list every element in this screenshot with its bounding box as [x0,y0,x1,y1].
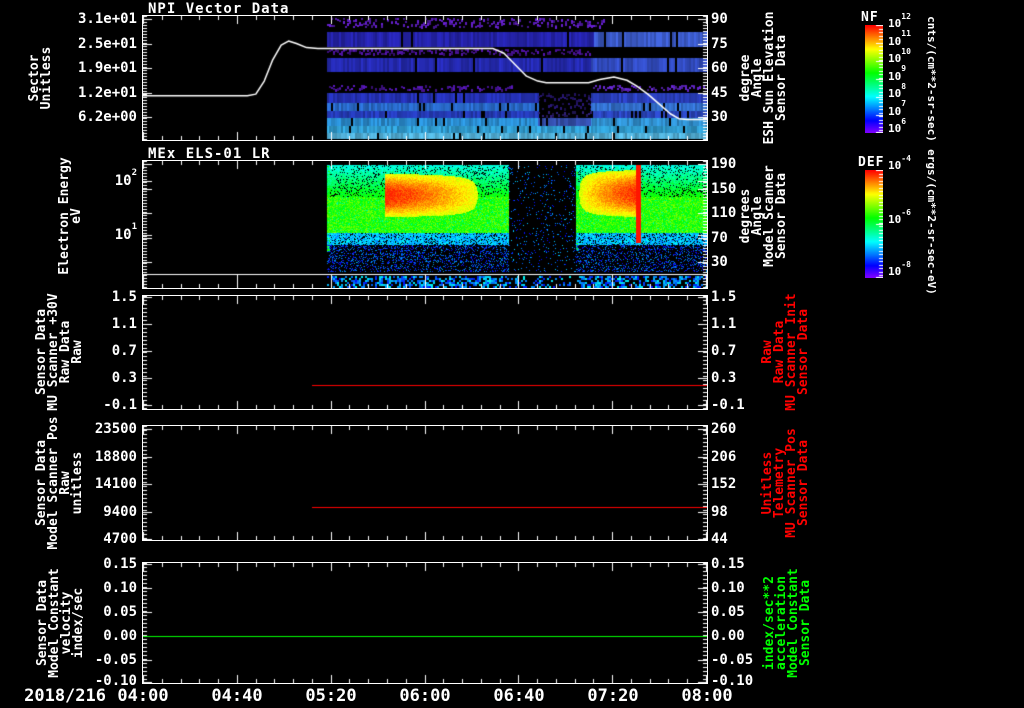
tick-label: 10-6 [888,207,911,226]
tick-label: 150 [711,181,737,197]
tick-label: 30 [711,109,728,125]
tick-label: 44 [711,531,728,547]
mu-scanner-init-canvas [143,296,707,409]
tick-label: 1010 [888,46,911,65]
tick-label: 101 [114,222,137,243]
tick-label: 06:40 [493,686,545,706]
tick-label: 30 [711,254,728,270]
tick-label: 0.15 [711,556,745,572]
tick-label: 106 [888,116,907,135]
tick-label: 3.1e+01 [77,11,137,27]
tick-label: 05:20 [305,686,357,706]
tick-label: 0.00 [103,628,137,644]
nf-colorbar-canvas [865,25,883,133]
tick-label: 98 [711,503,728,520]
tick-label: 1.9e+01 [77,60,137,76]
els-spectrogram-canvas [143,161,707,288]
tick-label: -0.05 [94,652,137,668]
tick-label: 152 [711,476,737,492]
model-constant-canvas [143,563,707,683]
tick-label: 60 [711,60,728,76]
tick-label: 1011 [888,29,911,48]
tick-label: 75 [711,35,728,52]
tick-label: 08:00 [681,686,733,706]
def-colorbar-canvas [865,170,883,278]
tick-label: 1.5 [111,289,137,305]
tick-label: 07:20 [587,686,639,706]
tick-label: 260 [711,421,737,437]
tick-label: 109 [888,64,907,83]
tick-label: 0.7 [711,343,737,359]
tick-label: 1.5 [711,289,737,305]
panel2-title: MEx ELS-01 LR [148,146,271,162]
x-axis-date-label: 2018/216 [24,686,106,706]
tick-label: 190 [711,156,737,172]
tick-label: 9400 [103,503,137,520]
tick-label: 14100 [94,476,137,492]
panel1-title: NPI Vector Data [148,1,290,17]
tick-label: 06:00 [399,686,451,706]
tick-label: 0.00 [711,628,745,644]
tick-label: 110 [711,205,737,221]
tick-label: 04:40 [211,686,263,706]
tick-label: 0.10 [103,580,137,596]
tick-label: 2.5e+01 [77,35,137,52]
tick-label: 90 [711,11,728,27]
tick-label: -0.10 [711,673,754,689]
tick-label: 10-4 [888,153,911,172]
tick-label: -0.05 [711,652,754,668]
tick-label: 23500 [94,421,137,437]
tick-label: 0.15 [103,556,137,572]
tick-label: 1012 [888,11,911,30]
tick-label: 18800 [94,448,137,465]
mu-scanner-pos-canvas [143,426,707,540]
tick-label: 10-8 [888,259,911,278]
tick-label: 102 [114,168,137,189]
tick-label: 0.05 [103,604,137,620]
tick-label: 206 [711,448,737,465]
tick-label: 1.2e+01 [77,84,137,101]
tick-label: 6.2e+00 [77,109,137,125]
tick-label: 0.10 [711,580,745,596]
def-colorbar-title: DEF [858,155,885,170]
tick-label: 4700 [103,531,137,547]
tick-label: -0.1 [711,397,745,413]
tick-label: 0.05 [711,604,745,620]
tick-label: -0.1 [103,397,137,413]
tick-label: 0.3 [111,370,137,386]
tick-label: -0.10 [94,673,137,689]
tick-label: 70 [711,230,728,246]
tick-label: 107 [888,99,907,118]
tick-label: 1.1 [111,316,137,332]
tick-label: 0.3 [711,370,737,386]
tick-label: 0.7 [111,343,137,359]
nf-colorbar-title: NF [861,10,879,25]
tick-label: 1.1 [711,316,737,332]
npi-spectrogram-canvas [143,16,707,140]
tick-label: 45 [711,84,728,101]
tick-label: 108 [888,81,907,100]
tick-label: 04:00 [117,686,169,706]
